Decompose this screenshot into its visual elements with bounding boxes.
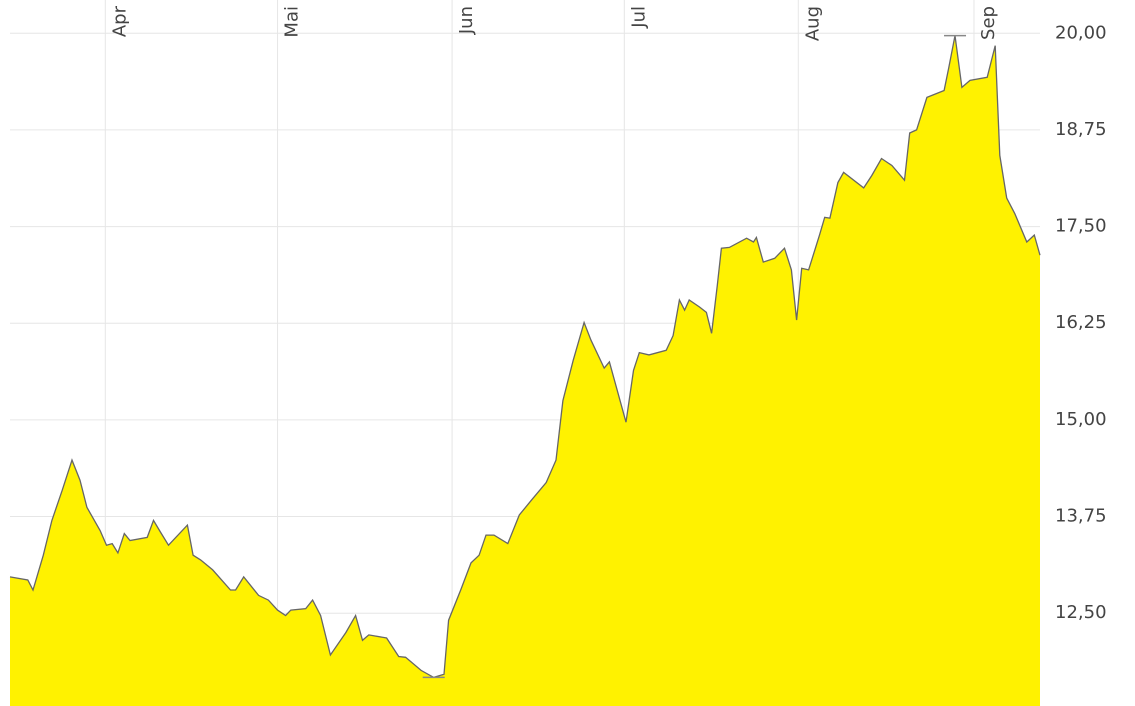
y-tick-label: 13,75	[1055, 506, 1107, 527]
y-tick-label: 12,50	[1055, 602, 1107, 623]
y-tick-label: 20,00	[1055, 22, 1107, 43]
area	[10, 35, 1040, 706]
y-tick-label: 16,25	[1055, 312, 1107, 333]
x-tick-label: Aug	[802, 6, 823, 41]
y-tick-label: 17,50	[1055, 216, 1107, 237]
x-tick-label: Sep	[978, 6, 999, 40]
x-tick-label: Mai	[282, 6, 303, 38]
x-tick-label: Jul	[628, 6, 649, 29]
x-tick-label: Apr	[109, 5, 130, 37]
y-tick-label: 15,00	[1055, 409, 1107, 430]
line	[9, 35, 1041, 679]
x-tick-label: Jun	[456, 6, 477, 35]
y-tick-label: 18,75	[1055, 119, 1107, 140]
